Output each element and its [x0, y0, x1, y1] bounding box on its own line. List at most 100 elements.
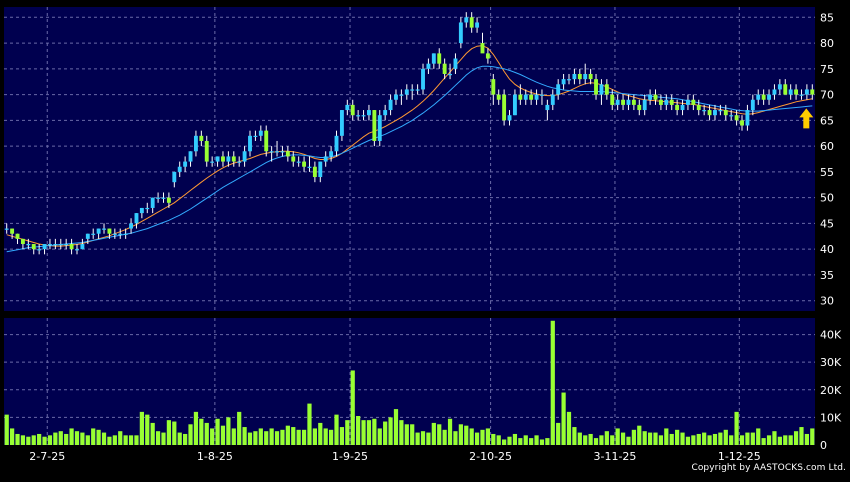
candle: [783, 79, 788, 95]
candle: [626, 94, 631, 111]
candle: [204, 135, 209, 167]
candle: [529, 89, 534, 105]
volume-bar: [631, 429, 636, 445]
date-x-axis: 2-7-25 1-8-25 1-9-25 2-10-25 3-11-25 1-12-25: [29, 450, 760, 463]
candle-body: [577, 73, 582, 80]
candle: [323, 151, 328, 167]
candle-body: [53, 244, 58, 246]
volume-bar: [507, 436, 512, 445]
volume-bar: [350, 370, 355, 445]
volume-tick-label: 30K: [820, 356, 842, 369]
candle: [193, 130, 198, 157]
candle-body: [156, 197, 161, 199]
candle: [567, 73, 571, 85]
candle-body: [507, 115, 512, 121]
candle: [302, 156, 307, 172]
candle: [345, 99, 350, 116]
volume-bar: [145, 414, 150, 445]
volume-bar: [150, 422, 155, 445]
candle-body: [442, 63, 447, 74]
candle-body: [388, 99, 393, 111]
candle: [26, 238, 31, 250]
up-arrow-icon: [799, 108, 814, 129]
candle-body: [372, 110, 377, 141]
volume-bar: [20, 435, 26, 445]
candle-body: [696, 104, 701, 111]
volume-bar: [393, 409, 399, 445]
volume-bar: [377, 428, 382, 445]
candle-body: [502, 94, 507, 121]
candle-body: [583, 73, 588, 80]
volume-bar: [572, 427, 577, 445]
candle: [404, 84, 409, 100]
candle-body: [729, 115, 734, 117]
volume-bar: [610, 435, 615, 445]
candle: [431, 53, 436, 69]
candle-body: [723, 110, 728, 116]
short-moving-average-line: [6, 45, 813, 247]
candle: [356, 110, 361, 121]
volume-tick-label: 40K: [820, 329, 842, 342]
volume-tick-label: 20K: [820, 384, 842, 397]
candle: [248, 130, 252, 157]
candle: [215, 156, 220, 167]
volume-bar: [447, 418, 453, 445]
candle-body: [226, 156, 231, 162]
volume-bar: [583, 435, 588, 445]
volume-bar: [707, 435, 712, 445]
candle-body: [615, 99, 620, 105]
volume-bar: [626, 436, 631, 445]
candle: [680, 99, 685, 116]
candle: [334, 130, 339, 157]
candle: [253, 130, 258, 141]
volume-bar: [637, 425, 642, 445]
candle: [31, 244, 36, 255]
candle-body: [648, 94, 653, 100]
volume-bar: [415, 432, 420, 445]
candle-body: [150, 197, 155, 208]
candle: [291, 151, 296, 167]
candle-body: [377, 115, 382, 141]
candle: [588, 68, 593, 85]
candle-body: [112, 233, 117, 235]
volume-bar: [658, 435, 664, 445]
candle: [258, 125, 263, 141]
candle: [388, 94, 393, 116]
candle-body: [588, 73, 593, 80]
candle-body: [139, 207, 144, 214]
volume-tick-label: 0: [820, 439, 827, 452]
volume-bar: [318, 422, 323, 445]
candle: [221, 151, 225, 167]
volume-bar: [199, 418, 204, 445]
candle: [561, 73, 566, 90]
candle-body: [134, 213, 139, 224]
candle: [129, 218, 134, 234]
candle: [464, 12, 469, 28]
volume-bar: [604, 431, 609, 445]
candle: [96, 228, 101, 239]
price-tick-label: 55: [820, 166, 834, 179]
volume-bar: [366, 420, 372, 445]
volume-bar: [691, 435, 696, 445]
volume-bar: [334, 414, 339, 445]
candle-body: [761, 94, 766, 100]
volume-bar: [285, 425, 290, 445]
volume-bar: [588, 433, 593, 445]
candle-body: [740, 120, 744, 126]
volume-bar: [593, 438, 599, 445]
candle-body: [4, 228, 9, 230]
candle-body: [556, 84, 561, 95]
price-y-axis: 30 35 40 45 50 55 60 65 70 75 80 85: [820, 11, 834, 307]
candle-body: [458, 22, 463, 44]
candle-body: [631, 99, 636, 105]
candle: [102, 223, 106, 234]
volume-bar: [85, 435, 90, 445]
candle-body: [193, 135, 198, 152]
candle-body: [713, 110, 717, 116]
candle: [599, 79, 604, 105]
candle-body: [637, 104, 642, 111]
candle-body: [599, 84, 604, 95]
candle-body: [96, 228, 101, 234]
candle-body: [334, 135, 339, 152]
candle-body: [10, 228, 15, 234]
